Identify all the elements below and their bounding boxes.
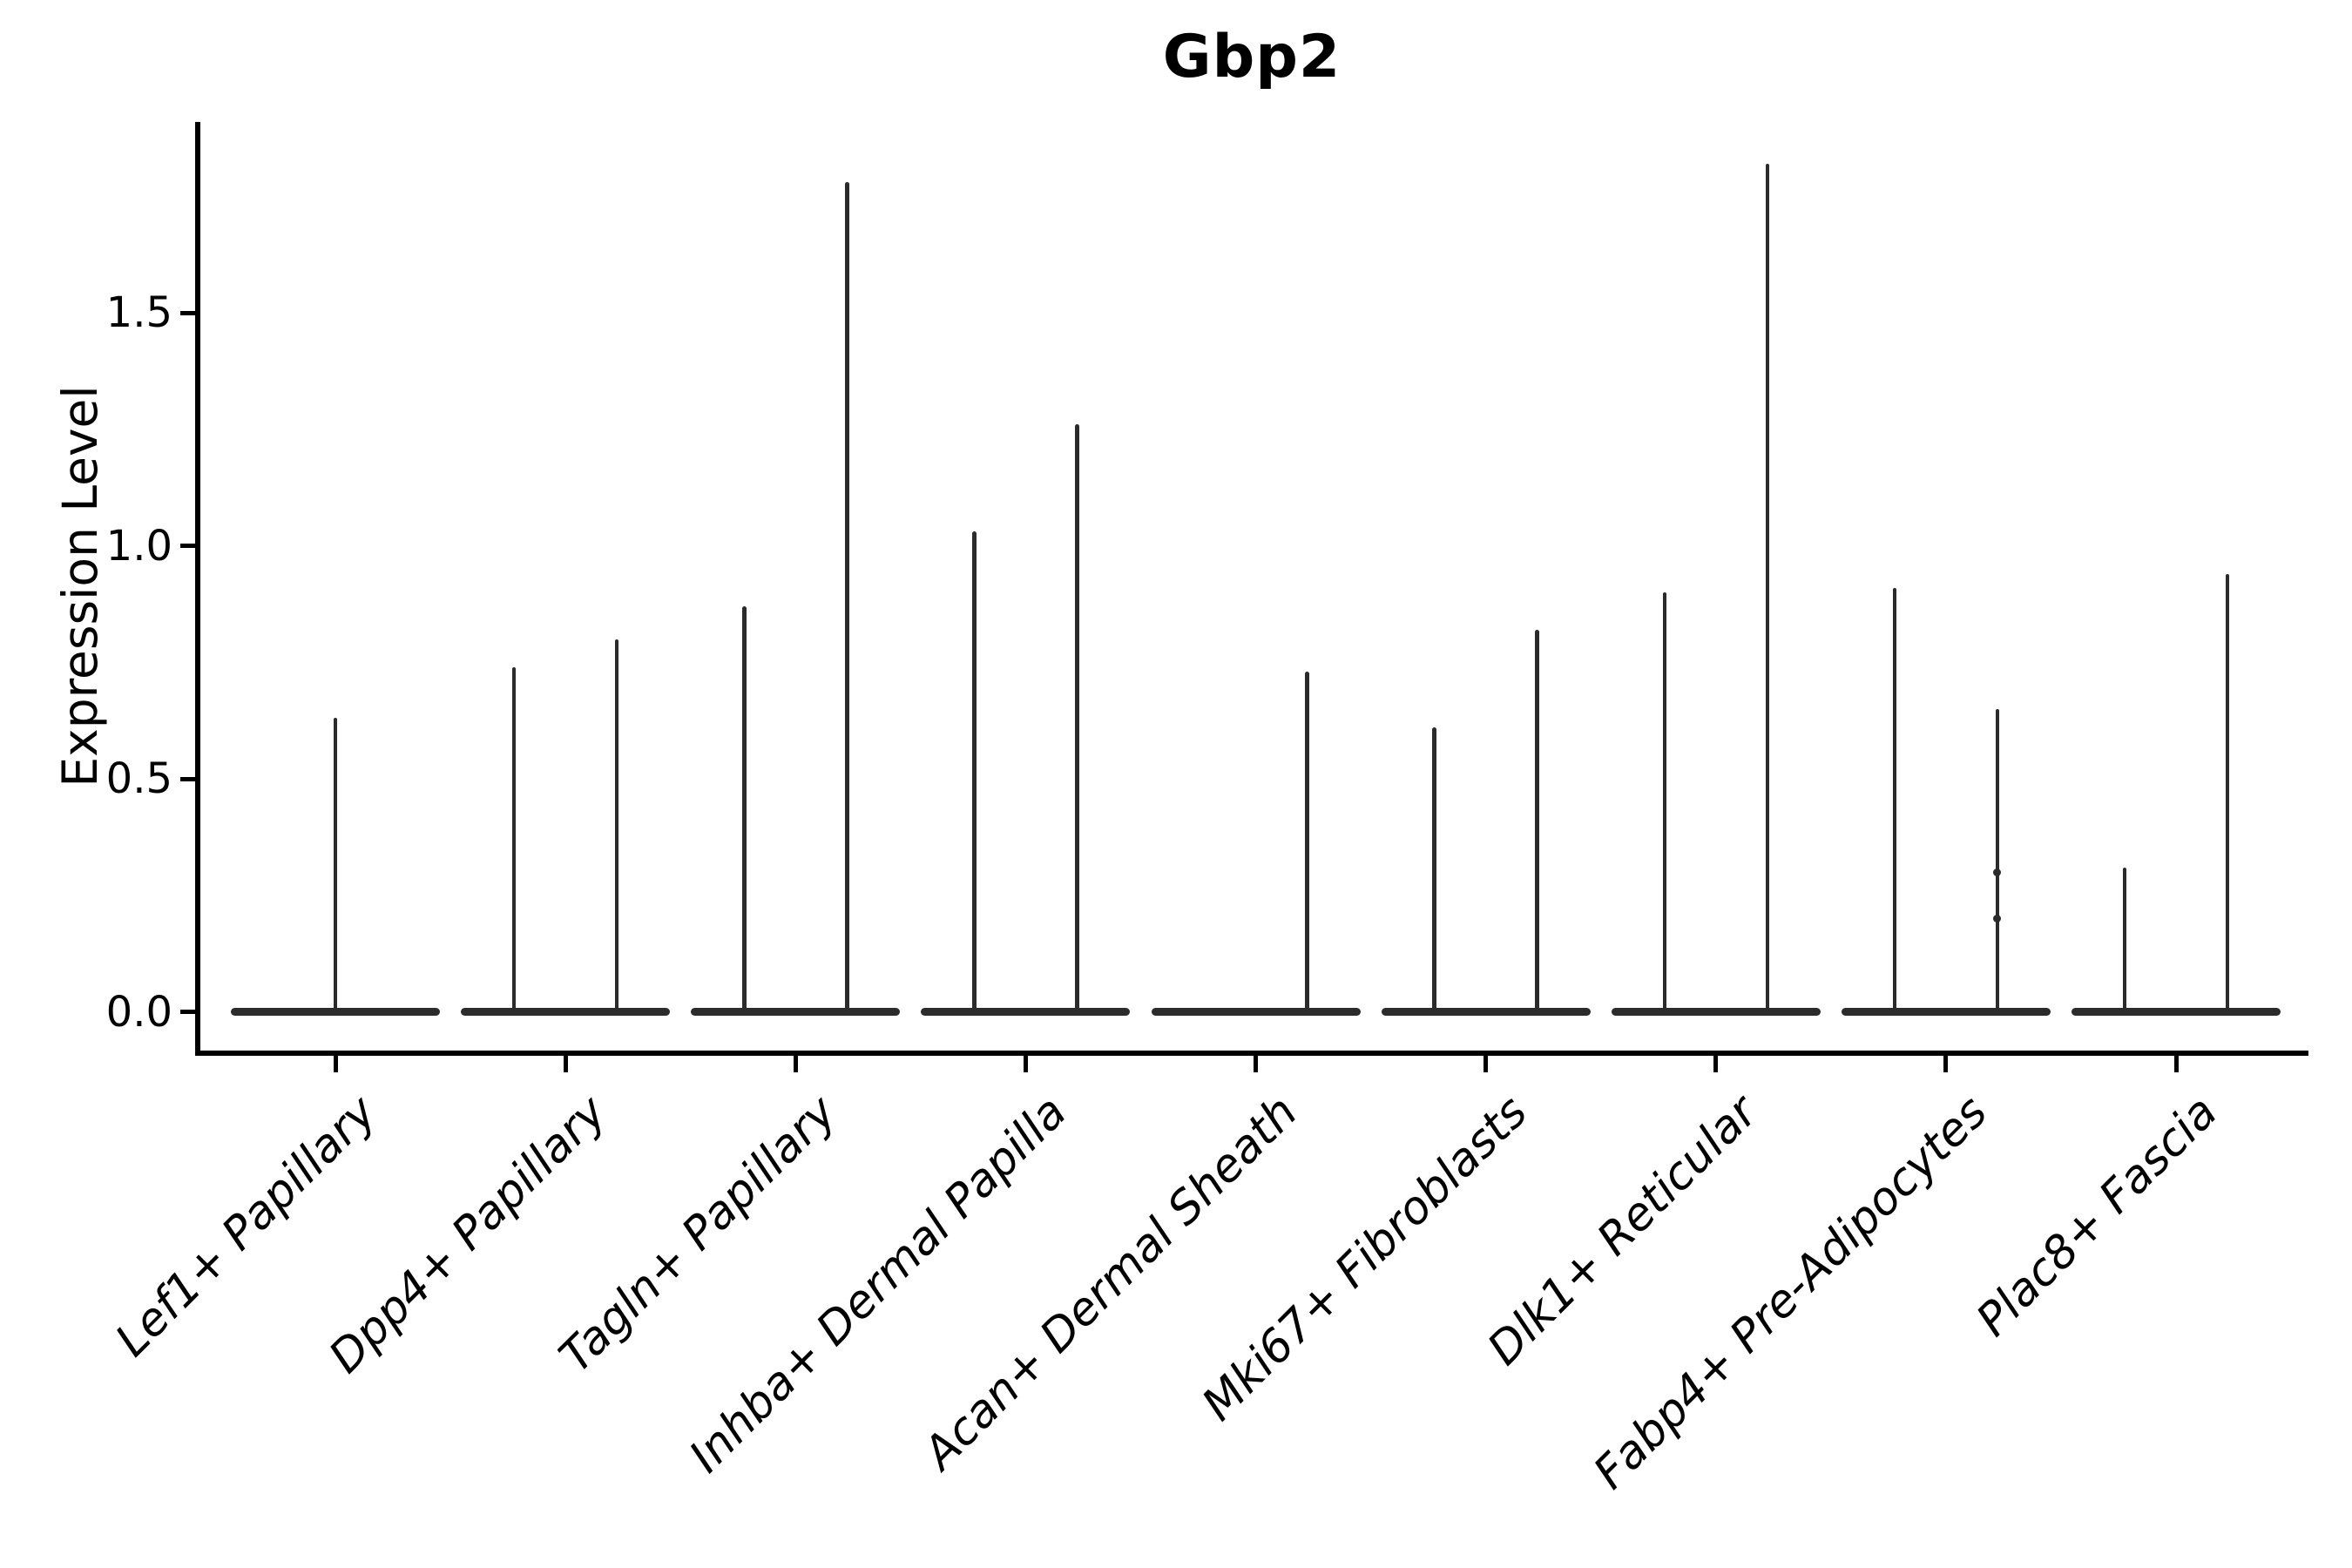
x-tick-label: Dlk1+ Reticular	[1477, 1085, 1767, 1375]
y-tick-label: 0.5	[105, 754, 172, 803]
x-tick-mark	[1484, 1055, 1489, 1072]
x-tick-mark	[1254, 1055, 1258, 1072]
x-tick-label: Inhba+ Dermal Papilla	[679, 1085, 1078, 1484]
y-tick-mark	[180, 776, 196, 781]
x-tick-label: Acan+ Dermal Sheath	[913, 1085, 1308, 1480]
violin-density-knot	[1993, 868, 2002, 876]
violin-spike	[333, 718, 338, 1014]
y-tick-mark	[180, 544, 196, 548]
x-tick-mark	[2173, 1055, 2179, 1072]
x-tick-mark	[793, 1055, 798, 1072]
violin-spike	[1432, 727, 1436, 1014]
x-tick-mark	[1023, 1055, 1028, 1072]
x-tick-label: Fabp4+ Pre-Adipocytes	[1584, 1085, 1997, 1500]
y-tick-label: 1.0	[105, 521, 172, 571]
y-axis-label: Expression Level	[52, 385, 108, 787]
y-tick-mark	[180, 1010, 196, 1014]
violin-body	[691, 1008, 901, 1016]
violin-spike	[614, 639, 619, 1014]
violin-spike	[1305, 671, 1309, 1014]
violin-spike	[1662, 592, 1666, 1014]
violin-spike	[1765, 163, 1769, 1014]
violin-spike	[1995, 708, 2000, 1014]
x-axis-spine	[195, 1051, 2308, 1056]
x-tick-label: Mki67+ Fibroblasts	[1192, 1085, 1538, 1431]
violin-spike	[1535, 629, 1539, 1014]
violin-spike	[1075, 424, 1079, 1014]
violin-body	[461, 1008, 671, 1016]
x-tick-mark	[1713, 1055, 1719, 1072]
violin-spike	[845, 182, 849, 1014]
x-tick-mark	[563, 1055, 568, 1072]
x-tick-label: Plac8+ Fascia	[1966, 1085, 2228, 1347]
violin-body	[1841, 1008, 2051, 1016]
violin-spike	[1892, 587, 1897, 1014]
violin-body	[1381, 1008, 1591, 1016]
violin-body	[921, 1008, 1131, 1016]
x-tick-label: Tagln+ Papillary	[550, 1085, 848, 1383]
violin-body	[1151, 1008, 1361, 1016]
violin-body	[2072, 1008, 2281, 1016]
violin-spike	[2225, 573, 2230, 1014]
violin-spike	[742, 606, 747, 1014]
y-axis-spine	[195, 122, 200, 1055]
violin-body	[1611, 1008, 1821, 1016]
x-tick-label: Dpp4+ Papillary	[319, 1085, 618, 1384]
y-tick-label: 0.0	[105, 987, 172, 1037]
violin-spike	[2122, 867, 2127, 1014]
violin-density-knot	[1993, 915, 2002, 923]
violin-spike	[972, 531, 977, 1014]
plot-title: Gbp2	[1162, 23, 1342, 91]
violin-spike	[511, 666, 517, 1014]
x-tick-mark	[333, 1055, 338, 1072]
y-tick-label: 1.5	[105, 288, 172, 337]
x-tick-mark	[1943, 1055, 1949, 1072]
y-tick-mark	[180, 310, 196, 315]
